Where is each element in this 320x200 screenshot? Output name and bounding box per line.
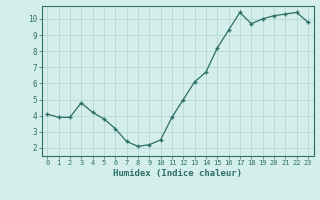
X-axis label: Humidex (Indice chaleur): Humidex (Indice chaleur) bbox=[113, 169, 242, 178]
